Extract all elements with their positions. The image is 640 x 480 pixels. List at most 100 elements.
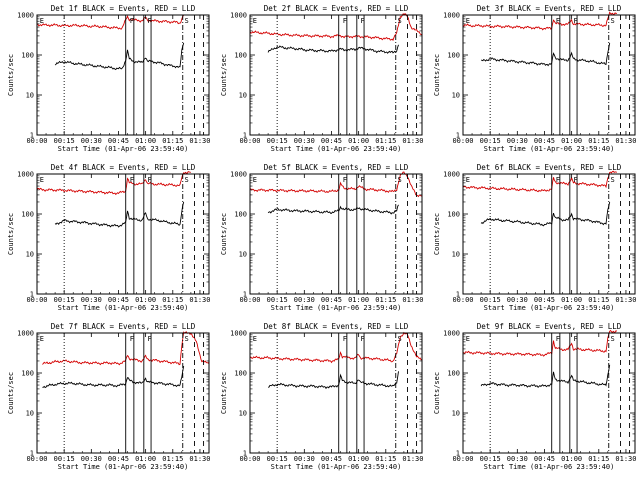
panel-det-2f: Det 2f BLACK = Events, RED = LLD E F F S 00:0… [220,4,423,153]
panel-det-5f: Det 5f BLACK = Events, RED = LLD E F F S 00:0… [220,163,423,312]
y-tick-label: 1000 [17,12,34,20]
x-tick-label: 00:30 [81,296,102,304]
events-series-line [480,364,611,389]
y-tick-label: 1 [243,450,247,458]
plot-frame [36,14,210,136]
x-axis-title: Start Time (01-Apr-06 23:59:40) [58,463,189,471]
panel-title: Det 9f BLACK = Events, RED = LLD [477,322,622,331]
flag-label: F [343,335,347,343]
flag-label: S [185,17,189,25]
panel-det-8f: Det 8f BLACK = Events, RED = LLD E F F S 00:0… [220,322,423,471]
plot-frame [462,173,636,295]
y-tick-label: 10 [239,251,247,259]
x-axis-title: Start Time (01-Apr-06 23:59:40) [484,145,615,153]
x-tick-label: 01:15 [162,296,183,304]
flag-label: E [253,335,257,343]
events-series-line [267,204,399,215]
x-axis-title: Start Time (01-Apr-06 23:59:40) [271,463,402,471]
events-series-line [54,201,185,228]
flag-label: E [253,176,257,184]
flag-label: F [343,176,347,184]
events-series-line [480,201,611,227]
flag-label: S [611,17,615,25]
y-tick-label: 1000 [443,12,460,20]
y-tick-label: 1 [243,132,247,140]
x-tick-label: 01:15 [375,296,396,304]
flag-label: S [398,335,402,343]
y-tick-label: 1000 [443,330,460,338]
events-series-line [42,365,185,389]
flag-label: F [343,17,347,25]
y-tick-label: 1000 [230,171,247,179]
y-axis-title: Counts/sec [220,372,228,414]
flag-label: F [556,335,560,343]
flag-label: F [130,335,134,343]
panel-title: Det 3f BLACK = Events, RED = LLD [477,4,622,13]
flag-label: F [556,17,560,25]
lld-series-line [250,171,422,198]
y-tick-label: 1 [456,132,460,140]
y-tick-label: 10 [26,92,34,100]
flag-label: S [185,335,189,343]
x-tick-label: 01:30 [615,137,636,145]
flag-label: F [360,176,364,184]
x-axis-title: Start Time (01-Apr-06 23:59:40) [58,304,189,312]
flag-label: F [147,176,151,184]
y-tick-label: 1 [456,291,460,299]
x-tick-label: 00:15 [267,296,288,304]
events-series-line [267,44,399,54]
flag-label: E [466,335,470,343]
plot-frame [462,332,636,454]
y-tick-label: 1 [456,450,460,458]
x-tick-label: 01:30 [615,296,636,304]
x-tick-label: 00:15 [54,137,75,145]
x-tick-label: 00:45 [534,455,555,463]
x-tick-label: 01:00 [135,296,156,304]
y-axis-title: Counts/sec [7,372,15,414]
panel-det-1f: Det 1f BLACK = Events, RED = LLD E F F S 00:0… [7,4,210,153]
y-tick-label: 100 [234,370,247,378]
panel-det-3f: Det 3f BLACK = Events, RED = LLD E F F S 00:0… [433,4,636,153]
x-tick-label: 01:00 [348,296,369,304]
x-axis-title: Start Time (01-Apr-06 23:59:40) [484,463,615,471]
panel-title: Det 8f BLACK = Events, RED = LLD [264,322,409,331]
plot-frame [36,332,210,454]
panel-det-9f: Det 9f BLACK = Events, RED = LLD E F F S 00:0… [433,322,636,471]
x-tick-label: 00:45 [108,296,129,304]
x-tick-label: 01:00 [348,137,369,145]
x-tick-label: 01:15 [588,455,609,463]
x-tick-label: 00:00 [26,137,47,145]
x-tick-label: 00:45 [321,137,342,145]
flag-label: E [253,17,257,25]
flag-label: S [398,176,402,184]
panel-det-7f: Det 7f BLACK = Events, RED = LLD E F F S 00:0… [7,322,210,471]
y-tick-label: 1000 [17,330,34,338]
x-tick-label: 00:45 [321,296,342,304]
y-tick-label: 10 [452,251,460,259]
x-tick-label: 00:15 [480,137,501,145]
y-axis-title: Counts/sec [7,54,15,96]
x-tick-label: 00:45 [108,137,129,145]
y-tick-label: 100 [447,52,460,60]
x-tick-label: 01:30 [402,296,423,304]
y-axis-title: Counts/sec [433,372,441,414]
y-tick-label: 1 [30,450,34,458]
x-tick-label: 00:30 [294,296,315,304]
x-tick-label: 00:30 [507,296,528,304]
x-tick-label: 00:00 [239,137,260,145]
flag-label: E [40,176,44,184]
panel-title: Det 6f BLACK = Events, RED = LLD [477,163,622,172]
x-tick-label: 00:00 [239,296,260,304]
x-tick-label: 01:15 [162,455,183,463]
y-tick-label: 1000 [230,330,247,338]
x-tick-label: 01:30 [189,296,210,304]
panel-det-6f: Det 6f BLACK = Events, RED = LLD E F F S 00:0… [433,163,636,312]
x-tick-label: 00:15 [480,455,501,463]
x-tick-label: 01:00 [135,137,156,145]
x-tick-label: 00:45 [108,455,129,463]
y-tick-label: 1 [30,132,34,140]
lld-series-line [37,14,185,30]
y-tick-label: 10 [452,410,460,418]
lld-series-line [463,329,618,357]
x-tick-label: 00:30 [294,455,315,463]
